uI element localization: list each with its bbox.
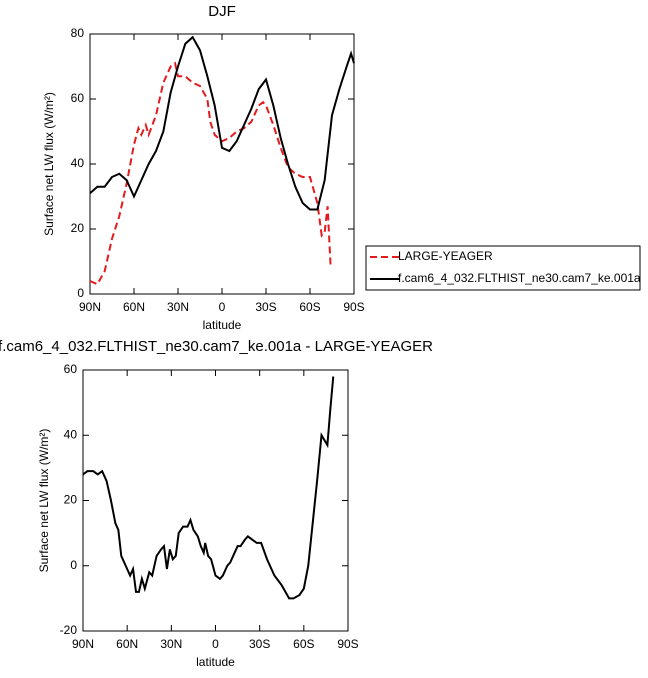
y-tick-label: -20: [60, 623, 78, 637]
x-axis-label: latitude: [196, 655, 235, 669]
x-tick-label: 60N: [116, 637, 138, 651]
x-tick-label: 0: [219, 300, 226, 314]
series-line: [82, 376, 335, 600]
x-tick-label: 30N: [167, 300, 189, 314]
y-tick-label: 40: [64, 427, 78, 441]
y-tick-label: 0: [77, 286, 84, 300]
series-line: [89, 61, 332, 286]
y-tick-label: 0: [70, 558, 77, 572]
legend-label: f.cam6_4_032.FLTHIST_ne30.cam7_ke.001a: [398, 271, 641, 285]
y-tick-label: 80: [71, 26, 85, 40]
x-tick-label: 30S: [249, 637, 270, 651]
x-tick-label: 90S: [337, 637, 358, 651]
x-tick-label: 90N: [72, 637, 94, 651]
y-axis-label: Surface net LW flux (W/m²): [42, 92, 56, 236]
x-axis-label: latitude: [203, 318, 242, 332]
legend-box: [365, 245, 641, 291]
x-tick-label: 90S: [343, 300, 364, 314]
legend-label: LARGE-YEAGER: [398, 249, 493, 263]
x-tick-label: 90N: [79, 300, 101, 314]
y-axis-label: Surface net LW flux (W/m²): [37, 429, 51, 573]
x-tick-label: 30S: [255, 300, 276, 314]
x-tick-label: 0: [212, 637, 219, 651]
series-line: [89, 35, 355, 211]
x-tick-label: 60S: [299, 300, 320, 314]
y-tick-label: 60: [71, 91, 85, 105]
y-tick-label: 20: [71, 221, 85, 235]
plot-frame: [82, 369, 349, 632]
x-tick-label: 30N: [160, 637, 182, 651]
chart-title: f.cam6_4_032.FLTHIST_ne30.cam7_ke.001a -…: [0, 338, 433, 355]
chart-title: DJF: [208, 3, 236, 20]
y-tick-label: 20: [64, 493, 78, 507]
x-tick-label: 60S: [293, 637, 314, 651]
y-tick-label: 60: [64, 362, 78, 376]
x-tick-label: 60N: [123, 300, 145, 314]
y-tick-label: 40: [71, 156, 85, 170]
